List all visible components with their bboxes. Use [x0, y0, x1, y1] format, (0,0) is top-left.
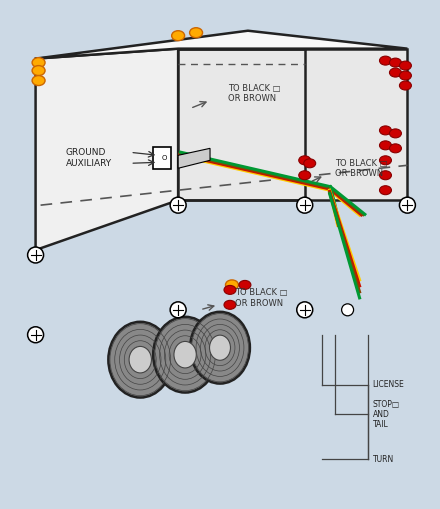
- FancyBboxPatch shape: [153, 147, 171, 169]
- Text: TURN: TURN: [373, 455, 394, 464]
- Text: STOP□
AND
TAIL: STOP□ AND TAIL: [373, 400, 400, 430]
- Text: LICENSE: LICENSE: [373, 380, 404, 389]
- Ellipse shape: [389, 144, 401, 153]
- Text: TO BLACK □
OR BROWN: TO BLACK □ OR BROWN: [335, 159, 387, 178]
- Ellipse shape: [379, 141, 392, 150]
- Ellipse shape: [379, 186, 392, 194]
- Ellipse shape: [389, 129, 401, 138]
- Ellipse shape: [299, 171, 311, 180]
- Circle shape: [28, 327, 44, 343]
- Ellipse shape: [32, 58, 45, 68]
- Ellipse shape: [239, 280, 251, 290]
- Circle shape: [28, 247, 44, 263]
- Ellipse shape: [379, 56, 392, 65]
- Text: O: O: [161, 155, 167, 161]
- Text: TO BLACK □
OR BROWN: TO BLACK □ OR BROWN: [228, 84, 280, 103]
- Text: GROUND: GROUND: [66, 148, 106, 157]
- Ellipse shape: [209, 335, 231, 360]
- Ellipse shape: [400, 81, 411, 90]
- Circle shape: [400, 197, 415, 213]
- Ellipse shape: [108, 322, 172, 398]
- Ellipse shape: [172, 31, 185, 41]
- Text: AUXILIARY: AUXILIARY: [66, 159, 112, 168]
- Ellipse shape: [174, 342, 196, 368]
- Ellipse shape: [400, 71, 411, 80]
- Ellipse shape: [299, 156, 311, 165]
- Ellipse shape: [224, 286, 236, 294]
- Ellipse shape: [379, 171, 392, 180]
- Circle shape: [170, 197, 186, 213]
- Polygon shape: [36, 31, 407, 59]
- Ellipse shape: [389, 58, 401, 67]
- Ellipse shape: [32, 75, 45, 86]
- Ellipse shape: [224, 300, 236, 309]
- Ellipse shape: [32, 66, 45, 75]
- Ellipse shape: [379, 156, 392, 165]
- Ellipse shape: [225, 280, 238, 290]
- Polygon shape: [36, 49, 178, 250]
- Polygon shape: [178, 148, 210, 168]
- Ellipse shape: [153, 317, 217, 392]
- Ellipse shape: [129, 347, 151, 373]
- Ellipse shape: [400, 61, 411, 70]
- Circle shape: [297, 302, 313, 318]
- Ellipse shape: [379, 126, 392, 135]
- Ellipse shape: [304, 159, 315, 168]
- Circle shape: [170, 302, 186, 318]
- Ellipse shape: [190, 312, 250, 384]
- Ellipse shape: [389, 68, 401, 77]
- Ellipse shape: [190, 27, 202, 38]
- Circle shape: [341, 304, 354, 316]
- Polygon shape: [178, 49, 407, 200]
- Circle shape: [297, 197, 313, 213]
- Text: TO BLACK □
OR BROWN: TO BLACK □ OR BROWN: [235, 288, 287, 307]
